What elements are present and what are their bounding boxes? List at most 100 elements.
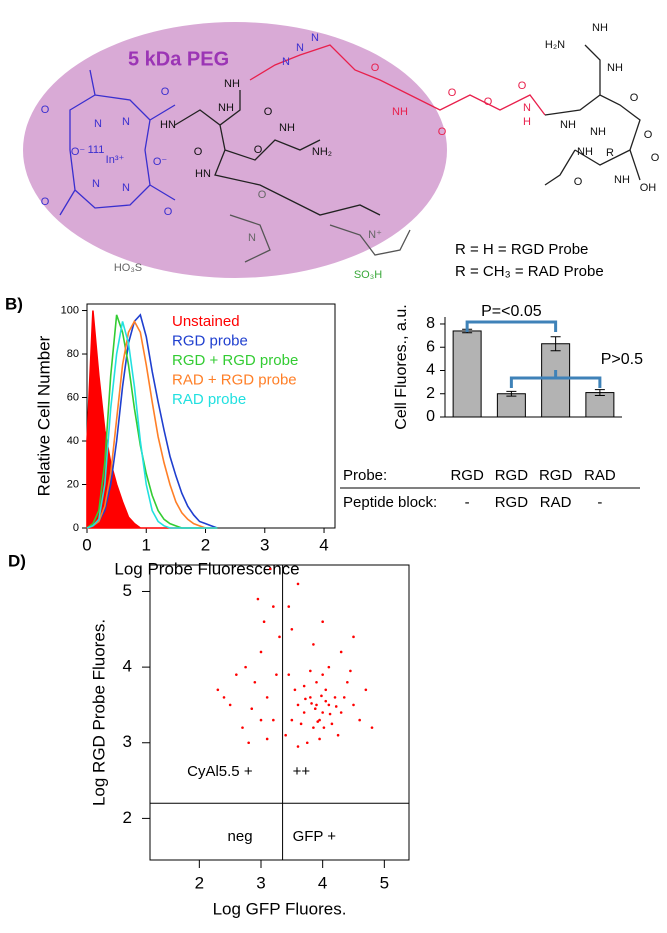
atom-label: O (518, 80, 527, 92)
atom-label: NH (218, 102, 234, 114)
point (284, 733, 287, 737)
bar (585, 392, 615, 418)
bar (496, 393, 526, 418)
table-cell: RGD (495, 494, 529, 511)
caption: R = H = RGD Probe (455, 241, 588, 258)
point (275, 673, 278, 676)
x-tick-label: 2 (195, 873, 204, 892)
error-bar (506, 390, 517, 397)
quadrant-label: GFP + (293, 828, 337, 845)
structure-bonds (59, 44, 641, 263)
point (321, 711, 324, 714)
point (302, 684, 306, 688)
y-tick-label: 4 (426, 362, 435, 379)
point (370, 726, 374, 729)
x-tick-label: 3 (260, 535, 269, 554)
y-tick-label: 80 (67, 348, 79, 360)
atom-label: N (523, 102, 531, 114)
y-tick-label: 2 (426, 385, 435, 402)
point (305, 741, 309, 745)
panel-label: B) (5, 294, 23, 313)
table-cell: RGD (495, 467, 529, 484)
y-tick-label: 3 (123, 732, 132, 751)
atom-label: N (248, 232, 256, 244)
atom-label: N (122, 116, 130, 128)
table-cell: RGD (539, 467, 573, 484)
bracket (509, 370, 602, 388)
point (358, 718, 361, 722)
atom-label: NH₂ (312, 146, 332, 158)
point (265, 737, 269, 741)
quadrant-label: ++ (293, 763, 311, 780)
y-tick-label: 5 (123, 581, 132, 600)
point (216, 688, 220, 692)
atom-label: N (311, 32, 319, 44)
point (349, 669, 352, 673)
plot-frame (149, 564, 410, 861)
point (339, 711, 343, 714)
point (293, 688, 297, 692)
annotation: P>0.5 (601, 351, 643, 368)
legend-entry: RAD probe (172, 391, 246, 408)
atom-label: N⁺ (368, 229, 382, 241)
atom-label: O (264, 106, 273, 118)
atom-label: O⁻ (71, 146, 86, 158)
y-axis-label: Log RGD Probe Fluores. (89, 619, 108, 806)
point (310, 702, 313, 705)
point (333, 696, 337, 699)
y-tick-label: 20 (67, 478, 79, 490)
point (327, 665, 331, 669)
point (342, 696, 346, 699)
atom-label: SO₃H (354, 269, 382, 281)
point (299, 722, 303, 726)
bar (541, 343, 571, 418)
atom-label: O (258, 189, 267, 201)
point (228, 703, 232, 707)
point (339, 650, 343, 654)
point (315, 703, 318, 707)
atom-label: O (630, 92, 639, 104)
y-tick-label: 40 (67, 435, 79, 447)
atom-label: HO₃S (114, 262, 142, 274)
point (259, 650, 263, 654)
x-axis-label: Log Probe Fluorescence (114, 559, 299, 578)
x-tick-label: 2 (201, 535, 210, 554)
point (318, 718, 321, 722)
atom-label: N (92, 178, 100, 190)
series-line (86, 321, 218, 529)
atom-label: NH (607, 62, 623, 74)
atom-label: HN (195, 168, 211, 180)
point (287, 605, 291, 608)
atom-label: H (523, 116, 531, 128)
point (247, 741, 250, 745)
atom-label: N (94, 118, 102, 130)
point (272, 605, 275, 608)
atom-label: NH (577, 146, 593, 158)
point (330, 722, 334, 726)
point (250, 707, 254, 711)
x-tick-label: 4 (319, 535, 328, 554)
atom-label: O (371, 62, 380, 74)
atom-label: O (574, 176, 583, 188)
table-cell: - (465, 494, 470, 511)
atom-label: NH (279, 122, 295, 134)
point (309, 669, 312, 673)
y-tick-label: 60 (67, 391, 79, 403)
peg-ellipse (23, 22, 447, 278)
point (302, 711, 306, 714)
atom-label: N (122, 182, 130, 194)
point (336, 733, 340, 737)
x-tick-label: 1 (142, 535, 151, 554)
atom-label: O (484, 96, 493, 108)
atom-label: O (164, 206, 173, 218)
atom-label: NH (560, 119, 576, 131)
annotation: P=<0.05 (481, 303, 542, 320)
point (352, 703, 355, 707)
y-axis-label: Relative Cell Number (34, 335, 53, 496)
point (241, 726, 244, 729)
atom-label: O⁻ (153, 156, 168, 168)
x-tick-label: 5 (380, 873, 389, 892)
error-bar (594, 389, 605, 396)
table-header: Probe: (343, 467, 387, 484)
caption: R = CH₃ = RAD Probe (455, 263, 604, 280)
